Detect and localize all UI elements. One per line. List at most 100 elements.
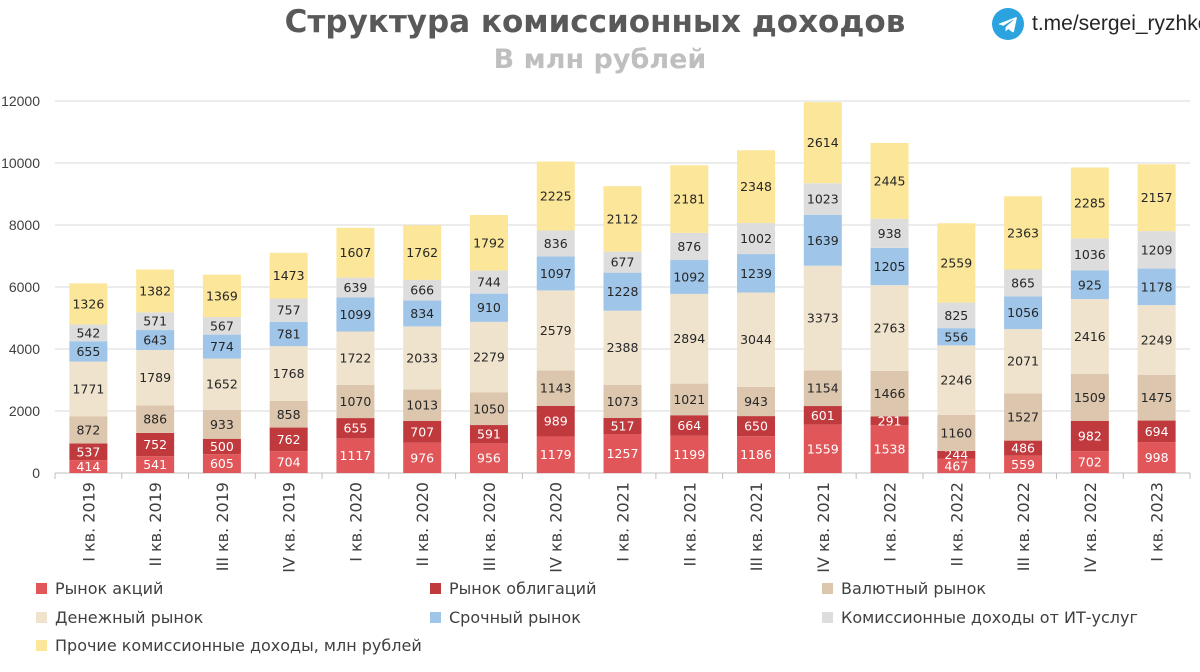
bar-segment (803, 102, 842, 184)
data-label: 486 (1011, 441, 1035, 456)
bar-segment (136, 456, 175, 473)
data-label: 1199 (673, 447, 705, 462)
data-label: 836 (544, 236, 568, 251)
data-label: 858 (277, 407, 301, 422)
bar-segment (1070, 451, 1109, 473)
bar-segment (536, 290, 575, 371)
data-label: 517 (611, 419, 635, 434)
data-label: 707 (410, 424, 434, 439)
bar-segment (737, 436, 776, 473)
bar-segment (1004, 296, 1043, 330)
bar-segment (403, 279, 442, 301)
data-label: 1652 (206, 377, 238, 392)
data-label: 886 (143, 412, 167, 427)
y-tick-label: 0 (32, 465, 40, 481)
bar-segment (1137, 231, 1176, 269)
data-label: 556 (944, 329, 968, 344)
legend-item: Рынок акций (36, 577, 163, 599)
bar-segment (803, 424, 842, 473)
bar-segment (69, 283, 108, 325)
bar-segment (202, 454, 241, 473)
x-tick-label: III кв. 2022 (1014, 482, 1033, 571)
data-label: 834 (410, 306, 434, 321)
data-label: 591 (477, 427, 501, 442)
data-label: 943 (744, 394, 768, 409)
bar-segment (336, 227, 375, 278)
data-label: 956 (477, 451, 501, 466)
bar-segment (870, 425, 909, 473)
bar-segment (803, 265, 842, 371)
x-tick-label: III кв. 2019 (213, 482, 232, 571)
data-label: 925 (1078, 277, 1102, 292)
data-label: 666 (410, 283, 434, 298)
data-label: 872 (76, 423, 100, 438)
telegram-icon (992, 8, 1024, 40)
data-label: 989 (544, 414, 568, 429)
bar-segment (670, 260, 709, 294)
bar-segment (403, 442, 442, 473)
bar-segment (670, 435, 709, 473)
bar-segment (202, 358, 241, 410)
data-label: 1002 (740, 231, 772, 246)
bar-segment (69, 416, 108, 444)
data-label: 1475 (1141, 390, 1173, 405)
bar-segment (1070, 420, 1109, 452)
bar-segment (670, 383, 709, 416)
bar-segment (202, 438, 241, 455)
bar-segment (269, 321, 308, 347)
bar-segment (1137, 442, 1176, 473)
bar-segment (937, 458, 976, 473)
data-label: 2225 (540, 188, 572, 203)
bar-segment (536, 405, 575, 437)
data-label: 752 (143, 437, 167, 452)
data-label: 702 (1078, 455, 1102, 470)
data-label: 1186 (740, 447, 772, 462)
data-label: 2579 (540, 323, 572, 338)
x-tick-label: I кв. 2022 (881, 482, 900, 562)
legend-swatch (430, 611, 441, 623)
bar-segment (536, 370, 575, 406)
bar-segment (870, 218, 909, 248)
legend-label: Рынок акций (55, 578, 164, 598)
data-label: 1179 (540, 447, 572, 462)
legend-label: Денежный рынок (55, 607, 204, 627)
data-label: 414 (76, 459, 100, 474)
legend-swatch (822, 611, 833, 623)
data-label: 1154 (807, 381, 839, 396)
data-label: 1056 (1007, 305, 1039, 320)
bar-segment (803, 214, 842, 266)
bar-segment (1137, 374, 1176, 421)
bar-segment (1137, 268, 1176, 306)
bar-segment (803, 370, 842, 407)
data-label: 1792 (473, 235, 505, 250)
y-tick-label: 12000 (1, 93, 40, 109)
bar-segment (536, 230, 575, 257)
bar-segment (737, 416, 776, 437)
bar-segment (1137, 164, 1176, 232)
data-label: 757 (277, 303, 301, 318)
y-tick-label: 4000 (9, 341, 40, 357)
data-label: 1013 (406, 398, 438, 413)
x-tick-label: II кв. 2019 (146, 482, 165, 567)
legend-item: Комиссионные доходы от ИТ-услуг (822, 606, 1138, 628)
bar-segment (803, 406, 842, 425)
legend-label: Валютный рынок (841, 578, 987, 598)
data-label: 2071 (1007, 354, 1039, 369)
data-label: 694 (1145, 424, 1169, 439)
data-label: 1369 (206, 288, 238, 303)
legend-swatch (430, 582, 441, 594)
legend-item: Валютный рынок (822, 577, 986, 599)
bar-segment (1137, 420, 1176, 443)
data-label: 643 (143, 333, 167, 348)
data-label: 2285 (1074, 195, 1106, 210)
bar-segment (603, 272, 642, 311)
bar-segment (670, 415, 709, 436)
data-label: 2763 (874, 321, 906, 336)
legend-label: Срочный рынок (449, 607, 581, 627)
data-label: 1722 (340, 351, 372, 366)
data-label: 2112 (607, 211, 639, 226)
brand-link[interactable]: t.me/sergei_ryzhkov (992, 8, 1200, 40)
bar-segment (670, 232, 709, 261)
bar-segment (536, 436, 575, 473)
data-label: 601 (811, 408, 835, 423)
